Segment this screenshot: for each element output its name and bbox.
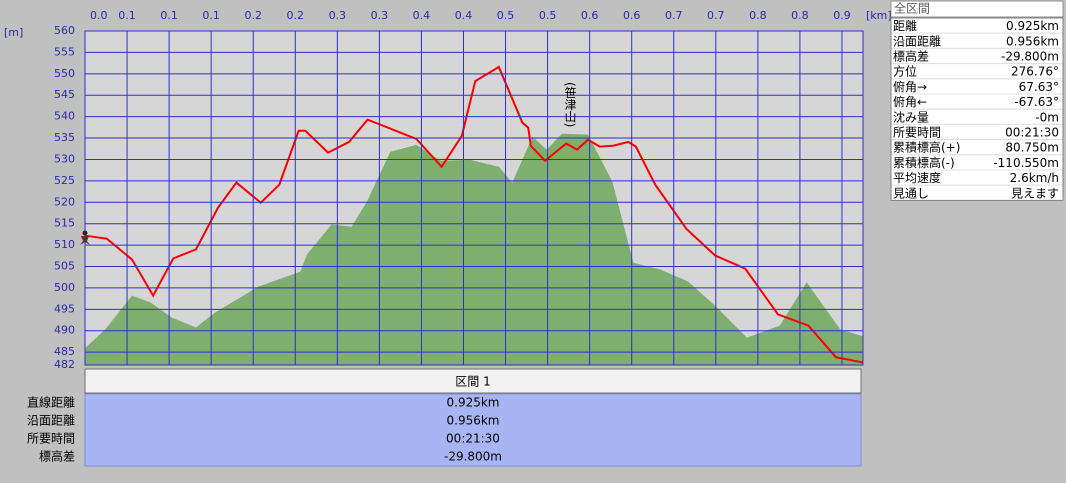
section-header-box bbox=[84, 368, 862, 394]
panel-label: 距離 bbox=[893, 19, 917, 33]
x-tick-label: 0.8 bbox=[749, 9, 767, 22]
section-label: 直線距離 bbox=[27, 395, 75, 410]
y-tick-label: 515 bbox=[54, 217, 75, 230]
x-tick-label: 0.4 bbox=[455, 9, 473, 22]
panel-title-box bbox=[890, 0, 1064, 18]
panel-value: -29.800m bbox=[1001, 50, 1059, 64]
section-label: 標高差 bbox=[39, 449, 75, 464]
section-value: 0.925km bbox=[447, 396, 500, 410]
y-tick-label: 505 bbox=[54, 260, 75, 273]
y-tick-label: 530 bbox=[54, 152, 75, 165]
y-tick-label: 482 bbox=[54, 358, 75, 371]
x-tick-label: 0.0 bbox=[90, 9, 108, 22]
panel-value: 67.63° bbox=[1019, 80, 1059, 94]
plot-frame bbox=[84, 30, 864, 366]
x-tick-label: 0.5 bbox=[539, 9, 557, 22]
x-tick-label: 0.8 bbox=[791, 9, 809, 22]
y-tick-label: 495 bbox=[54, 302, 75, 315]
panel-label: 方位 bbox=[893, 64, 917, 79]
x-tick-label: 0.5 bbox=[497, 9, 515, 22]
x-tick-label: 0.9 bbox=[833, 9, 851, 22]
x-tick-label: 0.1 bbox=[118, 9, 136, 22]
y-tick-label: 490 bbox=[54, 324, 75, 337]
section-value: -29.800m bbox=[444, 450, 502, 464]
x-tick-label: 0.6 bbox=[581, 9, 599, 22]
panel-value: -67.63° bbox=[1014, 95, 1059, 109]
panel-value: -110.550m bbox=[993, 156, 1059, 170]
y-tick-label: 525 bbox=[54, 174, 75, 187]
panel-label: 俯角→ bbox=[893, 79, 927, 94]
panel-label: 平均速度 bbox=[893, 170, 941, 185]
y-tick-label: 500 bbox=[54, 281, 75, 294]
x-tick-label: 0.4 bbox=[413, 9, 431, 22]
y-tick-label: 560 bbox=[54, 24, 75, 37]
x-tick-label: 0.3 bbox=[371, 9, 389, 22]
y-tick-label: 540 bbox=[54, 110, 75, 123]
panel-value: 80.750m bbox=[1005, 141, 1059, 155]
section-values-box bbox=[84, 393, 862, 467]
x-tick-label: 0.6 bbox=[623, 9, 641, 22]
y-tick-label: 545 bbox=[54, 88, 75, 101]
y-tick-label: 555 bbox=[54, 45, 75, 58]
route-line bbox=[84, 65, 864, 364]
panel-label: 見通し bbox=[893, 186, 929, 200]
x-tick-label: 0.3 bbox=[329, 9, 347, 22]
x-tick-label: 0.7 bbox=[665, 9, 683, 22]
x-tick-label: 0.1 bbox=[160, 9, 178, 22]
panel-label: 俯角← bbox=[893, 94, 927, 109]
panel-value: 0.956km bbox=[1006, 34, 1059, 48]
panel-value: 276.76° bbox=[1011, 65, 1059, 79]
terrain-area bbox=[85, 133, 863, 365]
panel-value: 2.6km/h bbox=[1010, 171, 1059, 185]
x-tick-label: 0.2 bbox=[244, 9, 262, 22]
x-tick-label: 0.2 bbox=[287, 9, 305, 22]
panel-value: 0.925km bbox=[1006, 19, 1059, 33]
x-axis-label: [km] bbox=[866, 9, 892, 22]
x-tick-label: 0.7 bbox=[707, 9, 725, 22]
section-value: 00:21:30 bbox=[446, 432, 500, 446]
panel-value: -0m bbox=[1035, 110, 1059, 124]
section-table: 区間 1 直線距離 0.925km 沿面距離 0.956km 所要時間 00:21:30 標高… bbox=[27, 368, 862, 467]
panel-label: 累積標高(+) bbox=[893, 140, 960, 155]
y-tick-label: 485 bbox=[54, 345, 75, 358]
panel-label: 累積標高(-) bbox=[893, 155, 955, 170]
section-label: 沿面距離 bbox=[27, 414, 75, 428]
start-marker bbox=[80, 230, 90, 245]
panel-label: 所要時間 bbox=[893, 126, 941, 140]
panel-border bbox=[890, 17, 1064, 201]
section-header: 区間 1 bbox=[455, 375, 490, 389]
y-axis-label: [m] bbox=[4, 26, 23, 39]
panel-title: 全区間 bbox=[894, 1, 930, 16]
y-tick-label: 510 bbox=[54, 238, 75, 251]
x-tick-label: 0.1 bbox=[202, 9, 220, 22]
y-tick-label: 535 bbox=[54, 131, 75, 144]
section-label: 所要時間 bbox=[27, 432, 75, 446]
section-value: 0.956km bbox=[447, 414, 500, 428]
panel-value: 00:21:30 bbox=[1005, 126, 1059, 140]
panel-label: 沿面距離 bbox=[893, 34, 941, 48]
y-tick-label: 520 bbox=[54, 195, 75, 208]
panel-value: 見えます bbox=[1011, 186, 1059, 200]
y-tick-label: 550 bbox=[54, 67, 75, 80]
peak-annotation: (笹津山) bbox=[563, 82, 577, 128]
panel-label: 沈み量 bbox=[893, 109, 929, 124]
panel-label: 標高差 bbox=[893, 49, 929, 64]
